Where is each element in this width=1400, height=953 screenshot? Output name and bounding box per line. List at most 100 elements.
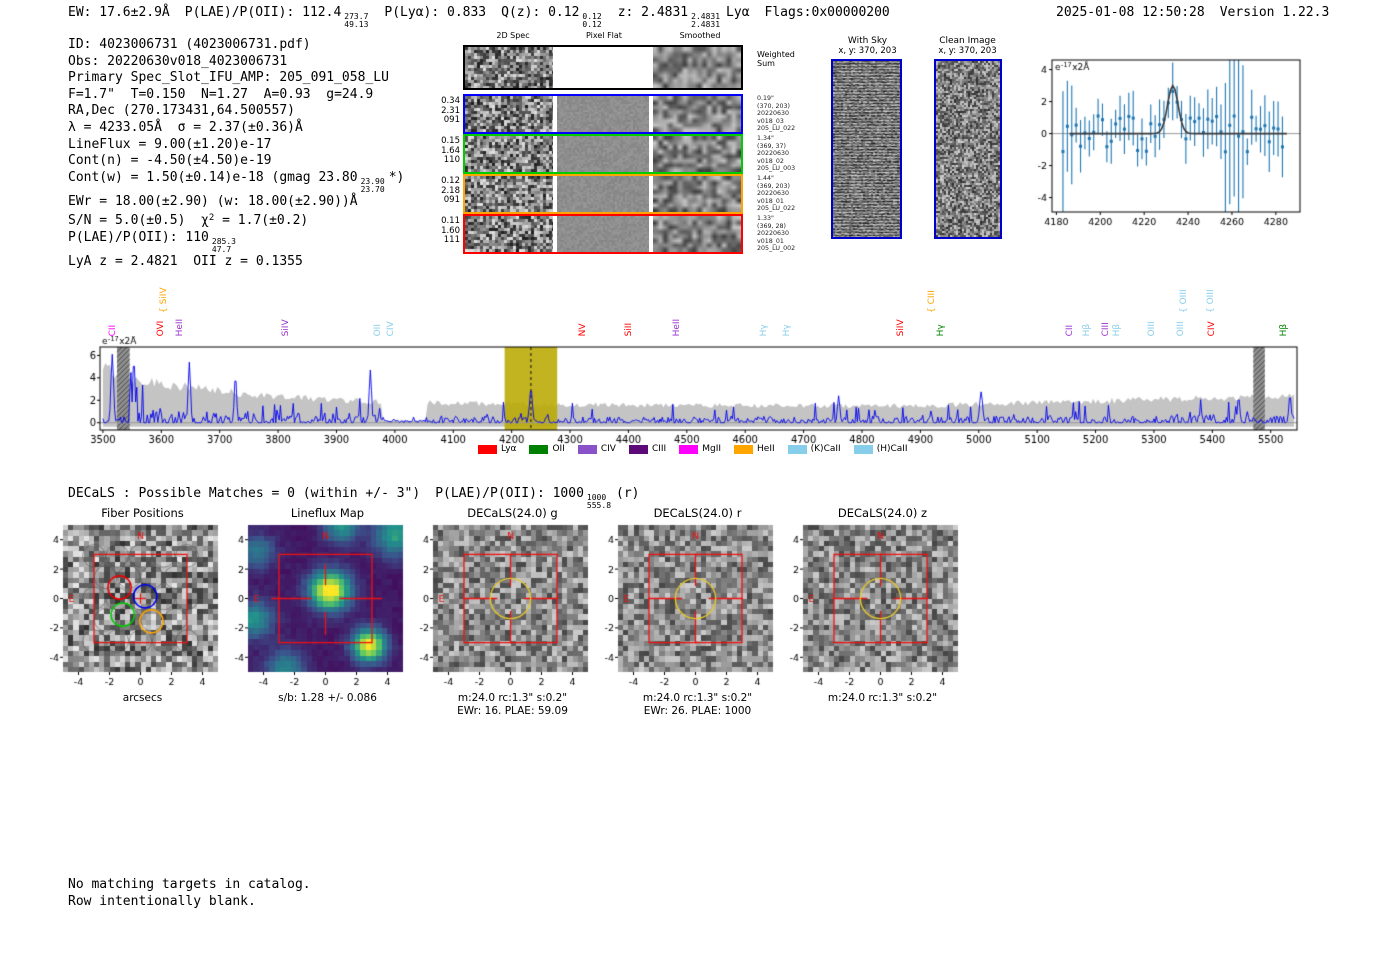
header-qz-hi: 0.12 [582, 12, 602, 21]
panel-decals-r: DECaLS(24.0) r m:24.0 rc:1.3" s:0.2" EWr… [600, 506, 785, 718]
panel-xlabel: s/b: 1.28 +/- 0.086 [278, 692, 377, 704]
cutout-row4-left-label: 0.11 1.60 111 [441, 216, 460, 245]
legend-label: CIII [651, 444, 667, 454]
line-fit-zoom-plot [1030, 52, 1315, 234]
panel-xlabel: m:24.0 rc:1.3" s:0.2" [457, 692, 568, 704]
2d-spec-image [465, 176, 553, 212]
emission-line-label: { CIII [927, 290, 937, 313]
panel-caption: EWr: 16. PLAE: 59.09 [457, 705, 568, 717]
header-z-class: Lyα [726, 5, 750, 20]
info-lineflux: LineFlux = 9.00(±1.20)e-17 [68, 136, 272, 152]
cutout-row1-left-label: 0.34 2.31 091 [441, 96, 460, 125]
legend-item: CIII [628, 444, 667, 454]
panel-title: DECaLS(24.0) r [653, 506, 742, 520]
header-summary: EW: 17.6±2.9Å P(LAE)/P(OII): 112.4 273.7 49… [68, 5, 905, 29]
legend-item: (H)CaII [853, 444, 908, 454]
panel-title: Fiber Positions [101, 506, 184, 520]
panel-xlabel: m:24.0 rc:1.3" s:0.2" [642, 692, 753, 704]
header-z-label: z: 2.4831 [617, 5, 689, 20]
info-cont-w-hi: 23.90 [360, 176, 385, 186]
smoothed-image [653, 96, 741, 132]
cutout-row4-right-label: 1.33" (369, 28) 20220630 v018_01 205_LU_… [757, 215, 796, 252]
decals-match-text: DECaLS : Possible Matches = 0 (within +/… [68, 486, 421, 501]
2d-spec-image [465, 136, 553, 172]
with-sky-title: With Sky [847, 36, 888, 46]
footer-line-1: No matching targets in catalog. [68, 877, 311, 892]
cutout-row2-left-label: 0.15 1.64 110 [441, 136, 460, 165]
header-version: Version 1.22.3 [1219, 5, 1330, 20]
2d-spec-image [465, 47, 553, 88]
header-timestamp: 2025-01-08 12:50:28 [1056, 5, 1205, 20]
info-cont-n: Cont(n) = -4.50(±4.50)e-19 [68, 153, 272, 169]
header-qz-range: 0.12 0.12 [582, 13, 601, 29]
header-plya: P(Lyα): 0.833 [384, 5, 487, 20]
decals-r-image [600, 520, 785, 692]
panel-decals-g: DECaLS(24.0) g m:24.0 rc:1.3" s:0.2" EWr… [415, 506, 600, 718]
cutout-row-weighted-label: Weighted Sum [757, 50, 795, 68]
info-primary-spec: Primary Spec_Slot_IFU_AMP: 205_091_058_L… [68, 70, 389, 86]
legend-swatch [577, 444, 597, 454]
decals-plae-hi: 1000 [586, 493, 607, 502]
info-plae-text: P(LAE)/P(OII): 110 [68, 229, 209, 245]
smoothed-image [653, 47, 741, 88]
cutout-row-fiber2 [463, 134, 743, 174]
cutout-row-fiber1 [463, 94, 743, 134]
pixel-flat-image [557, 176, 649, 212]
legend-label: CIV [600, 444, 616, 454]
catalog-match-note: No matching targets in catalog. Row inte… [68, 876, 311, 910]
header-plae-hi: 273.7 [344, 12, 369, 21]
header-z-range: 2.4831 2.4831 [691, 13, 720, 29]
cutout-row3-left-label: 0.12 2.18 091 [441, 176, 460, 205]
panel-title: DECaLS(24.0) g [467, 506, 558, 520]
info-cont-w-post: *) [388, 169, 405, 185]
panel-caption: EWr: 26. PLAE: 1000 [643, 705, 752, 717]
header-z-hi: 2.4831 [691, 12, 721, 21]
legend-label: Lyα [501, 444, 517, 454]
header-flags: Flags:0x00000200 [764, 5, 890, 20]
with-sky-coords: x, y: 370, 203 [838, 46, 897, 56]
header-z: z: 2.4831 2.4831 2.4831 Lyα [617, 5, 750, 29]
info-obs: Obs: 20220630v018_4023006731 [68, 53, 288, 69]
decals-z-image [785, 520, 970, 692]
info-radec: RA,Dec (270.173431,64.500557) [68, 103, 295, 119]
clean-image-frame [934, 59, 1002, 239]
footer-line-2: Row intentionally blank. [68, 894, 256, 909]
legend-label: OII [552, 444, 565, 454]
cutout-col-header-2dspec: 2D Spec [496, 31, 530, 40]
cutout-row1-right-label: 0.19" (370, 203) 20220630 v018_03 205_LU… [757, 95, 796, 132]
legend-swatch [478, 444, 497, 454]
smoothed-image [653, 216, 741, 252]
pixel-flat-image [557, 96, 649, 132]
legend-swatch [853, 444, 873, 454]
legend-swatch [734, 444, 754, 454]
cutout-row3-right-label: 1.44" (369, 203) 20220630 v018_01 205_LU… [757, 175, 796, 212]
legend-swatch [529, 444, 549, 454]
header-plae-label: P(LAE)/P(OII): 112.4 [184, 5, 342, 20]
header-plae-lo: 49.13 [344, 20, 369, 29]
smoothed-image [653, 176, 741, 212]
legend-item: OII [529, 444, 565, 454]
info-ewr: EWr = 18.00(±2.90) (w: 18.00(±2.90))Å [68, 193, 358, 209]
legend-item: CIV [577, 444, 616, 454]
panel-xlabel: m:24.0 rc:1.3" s:0.2" [827, 692, 938, 704]
cutout-row-weighted [463, 45, 743, 90]
header-qz: Q(z): 0.12 0.12 0.12 [501, 5, 603, 29]
header-plae-range: 273.7 49.13 [344, 13, 368, 29]
panel-decals-z: DECaLS(24.0) z m:24.0 rc:1.3" s:0.2" [785, 506, 970, 705]
lineflux-map-image [230, 520, 415, 692]
legend-label: (K)CaII [810, 444, 841, 454]
cutout-row-fiber3 [463, 174, 743, 214]
clean-image [936, 61, 1000, 237]
2d-spec-image [465, 96, 553, 132]
panel-title: Lineflux Map [290, 506, 365, 520]
clean-image-title: Clean Image [939, 36, 996, 46]
info-chi2-exponent: 2 [208, 213, 215, 224]
header-plae: P(LAE)/P(OII): 112.4 273.7 49.13 [184, 5, 370, 29]
info-plae-poii: P(LAE)/P(OII): 110 285.3 47.7 [68, 230, 404, 254]
with-sky-image [833, 61, 900, 237]
info-sn-text: S/N = 5.0(±0.5) χ [68, 213, 209, 229]
legend-swatch [679, 444, 699, 454]
pixel-flat-image [557, 136, 649, 172]
legend-swatch [628, 444, 648, 454]
